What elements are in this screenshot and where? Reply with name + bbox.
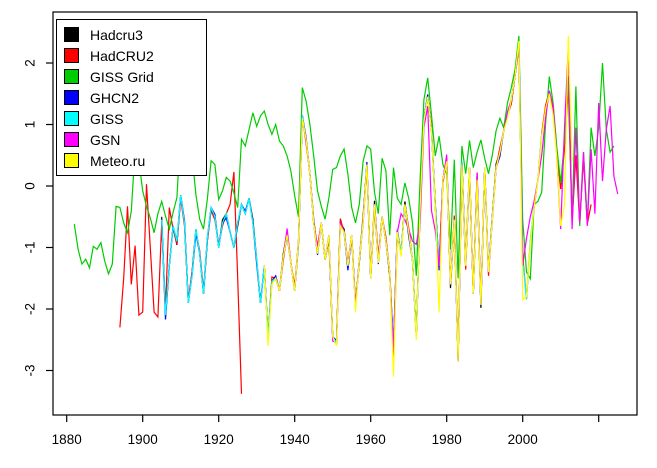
y-axis-tick-label: -2 — [23, 303, 38, 315]
legend-item-label: GHCN2 — [90, 89, 140, 106]
legend-item-hadcru2: HadCRU2 — [57, 45, 206, 66]
series-giss-grid — [73, 35, 615, 282]
x-axis-tick-label: 1980 — [432, 432, 462, 447]
x-axis-tick-label: 2000 — [508, 432, 538, 447]
legend-swatch-meteo-ru — [64, 153, 79, 168]
legend-item-label: GISS Grid — [90, 68, 154, 85]
legend-item-label: GSN — [90, 131, 121, 148]
y-axis-tick-label: 2 — [23, 59, 38, 67]
series-hadcru2 — [119, 171, 243, 394]
legend-item-meteo-ru: Meteo.ru — [57, 150, 206, 171]
legend-item-label: Meteo.ru — [90, 152, 146, 169]
legend-item-ghcn2: GHCN2 — [57, 87, 206, 108]
y-axis-tick-label: -3 — [23, 364, 38, 376]
legend-swatch-giss-grid — [64, 69, 79, 84]
series-gsn — [438, 47, 520, 362]
x-axis-tick-label: 1880 — [52, 432, 82, 447]
series-hadcru2 — [263, 47, 543, 365]
series-group — [73, 35, 619, 394]
legend-item-label: HadCRU2 — [90, 47, 154, 64]
legend-swatch-hadcru3 — [64, 27, 79, 42]
x-axis-tick-label: 1960 — [356, 432, 386, 447]
series-meteo-ru — [514, 35, 573, 302]
x-axis-tick-label: 1900 — [128, 432, 158, 447]
legend-item-gsn: GSN — [57, 129, 206, 150]
legend-item-giss-grid: GISS Grid — [57, 66, 206, 87]
legend-swatch-hadcru2 — [64, 48, 79, 63]
series-gsn — [275, 119, 398, 351]
y-axis-tick-label: 1 — [23, 121, 38, 129]
legend-swatch-ghcn2 — [64, 90, 79, 105]
series-meteo-ru — [263, 75, 516, 377]
x-axis-tick-label: 1940 — [280, 432, 310, 447]
legend-item-giss: GISS — [57, 108, 206, 129]
legend-swatch-giss — [64, 111, 79, 126]
legend-swatch-gsn — [64, 132, 79, 147]
y-axis-tick-label: -1 — [23, 241, 38, 253]
plot-border — [52, 11, 638, 416]
legend-item-label: Hadcru3 — [90, 26, 143, 43]
x-axis-tick-label: 1920 — [204, 432, 234, 447]
legend-item-label: GISS — [90, 110, 124, 127]
y-axis-tick-label: 0 — [23, 182, 38, 190]
legend: Hadcru3 HadCRU2 GISS Grid GHCN2 GISS GSN Meteo… — [56, 19, 207, 176]
legend-item-hadcru3: Hadcru3 — [57, 24, 206, 45]
